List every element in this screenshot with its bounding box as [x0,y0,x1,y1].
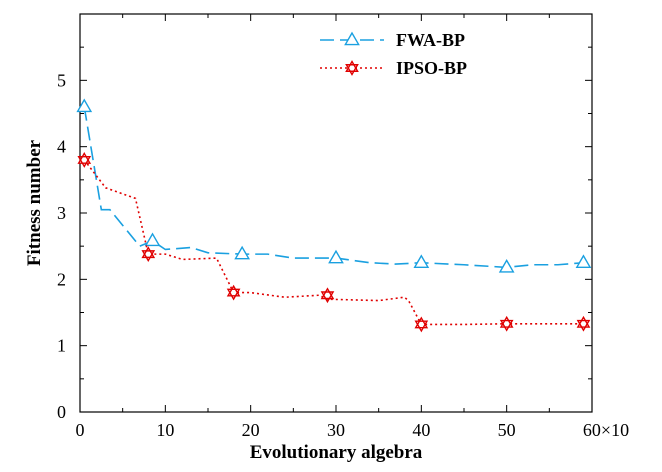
data-point-marker [234,245,250,260]
series-ipso-bp [77,152,591,333]
x-tick-label: 10 [156,420,174,440]
legend-label: FWA-BP [396,30,465,50]
data-point-marker [328,249,344,264]
series-line [83,106,584,269]
data-point-marker [77,152,92,168]
plot-frame [79,13,593,413]
series-fwa-bp [76,98,592,273]
y-tick-label: 4 [57,137,66,157]
x-tick-label: 0 [76,420,85,440]
x-tick-label: 30 [327,420,345,440]
x-tick-label: 40 [412,420,430,440]
data-point-marker [320,287,335,304]
data-point-marker [576,315,591,332]
x-tick-label: 50 [498,420,516,440]
legend: FWA-BP IPSO-BP [320,30,467,78]
y-tick-label: 0 [57,402,66,422]
data-point-marker [144,232,161,247]
y-axis-label: Fitness number [24,139,45,266]
x-tick-label: 60×10 [583,420,629,440]
legend-marker [344,31,360,46]
legend-marker [345,60,359,76]
data-point-marker [499,315,514,332]
data-point-marker [498,258,515,273]
data-point-marker [413,254,430,268]
data-point-marker [226,284,241,301]
data-point-marker [76,98,93,113]
data-point-marker [575,254,592,268]
legend-entry: IPSO-BP [320,58,467,78]
x-axis-label: Evolutionary algebra [250,442,423,463]
y-tick-label: 2 [57,269,66,289]
y-tick-label: 1 [57,336,66,356]
y-tick-label: 5 [57,70,66,90]
x-tick-label: 20 [242,420,260,440]
legend-label: IPSO-BP [396,58,467,78]
data-point-marker [414,316,429,333]
legend-entry: FWA-BP [320,30,465,50]
axis-ticks: 0 10 20 30 40 50 60×10 0 1 2 3 4 5 [57,14,629,440]
series-layer [76,98,592,333]
y-tick-label: 3 [57,203,66,223]
data-point-marker [141,246,156,263]
series-line [83,159,584,326]
